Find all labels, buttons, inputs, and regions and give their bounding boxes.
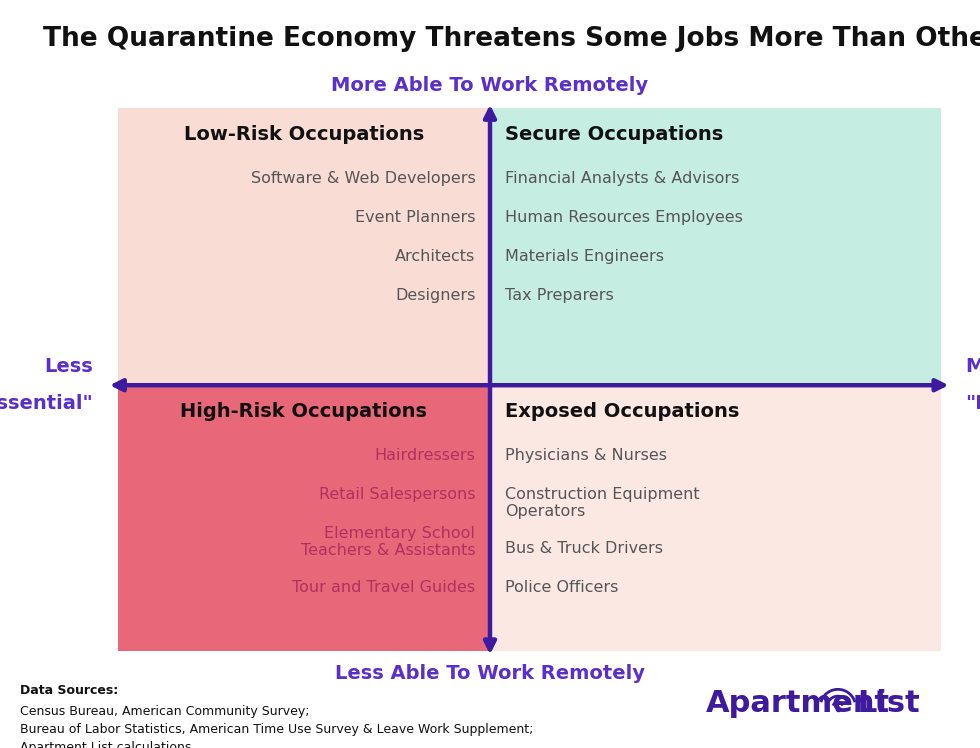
Text: Police Officers: Police Officers bbox=[505, 580, 618, 595]
Text: High-Risk Occupations: High-Risk Occupations bbox=[180, 402, 427, 420]
Text: Data Sources:: Data Sources: bbox=[20, 684, 118, 697]
Bar bbox=[490, 108, 941, 385]
Text: Physicians & Nurses: Physicians & Nurses bbox=[505, 448, 666, 463]
Text: Human Resources Employees: Human Resources Employees bbox=[505, 210, 743, 225]
Bar bbox=[118, 385, 490, 651]
Text: Designers: Designers bbox=[395, 288, 475, 303]
Text: Bus & Truck Drivers: Bus & Truck Drivers bbox=[505, 542, 662, 557]
Text: Retail Salespersons: Retail Salespersons bbox=[318, 487, 475, 502]
Text: Tour and Travel Guides: Tour and Travel Guides bbox=[292, 580, 475, 595]
Text: Secure Occupations: Secure Occupations bbox=[505, 125, 723, 144]
Text: Less Able To Work Remotely: Less Able To Work Remotely bbox=[335, 664, 645, 683]
Text: Construction Equipment
Operators: Construction Equipment Operators bbox=[505, 487, 700, 519]
Text: Exposed Occupations: Exposed Occupations bbox=[505, 402, 739, 420]
Bar bbox=[118, 108, 490, 385]
Text: Low-Risk Occupations: Low-Risk Occupations bbox=[183, 125, 424, 144]
Text: Less: Less bbox=[44, 358, 93, 376]
Text: Apartment: Apartment bbox=[706, 689, 890, 718]
Text: Tax Preparers: Tax Preparers bbox=[505, 288, 613, 303]
Text: Architects: Architects bbox=[395, 249, 475, 264]
Text: "Essential": "Essential" bbox=[0, 394, 93, 413]
Text: Elementary School
Teachers & Assistants: Elementary School Teachers & Assistants bbox=[301, 526, 475, 558]
Text: Hairdressers: Hairdressers bbox=[374, 448, 475, 463]
Text: "Essential": "Essential" bbox=[965, 394, 980, 413]
Text: Event Planners: Event Planners bbox=[355, 210, 475, 225]
Text: More: More bbox=[965, 358, 980, 376]
Text: List: List bbox=[858, 689, 920, 718]
Text: More Able To Work Remotely: More Able To Work Remotely bbox=[331, 76, 649, 95]
Text: Software & Web Developers: Software & Web Developers bbox=[251, 171, 475, 186]
Text: Financial Analysts & Advisors: Financial Analysts & Advisors bbox=[505, 171, 739, 186]
Bar bbox=[490, 385, 941, 651]
Text: Materials Engineers: Materials Engineers bbox=[505, 249, 663, 264]
Text: Census Bureau, American Community Survey;
Bureau of Labor Statistics, American T: Census Bureau, American Community Survey… bbox=[20, 705, 533, 748]
Text: The Quarantine Economy Threatens Some Jobs More Than Others: The Quarantine Economy Threatens Some Jo… bbox=[43, 26, 980, 52]
